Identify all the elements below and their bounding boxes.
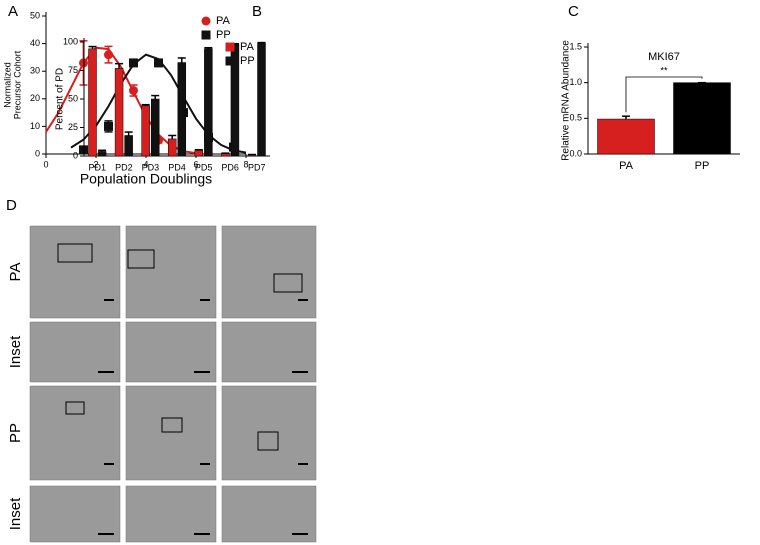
micrograph — [125, 485, 217, 543]
point — [129, 58, 138, 68]
y-tick-label: 1.5 — [569, 41, 582, 51]
micrograph — [125, 225, 217, 319]
bar — [221, 153, 230, 157]
row-label: PA — [7, 263, 24, 282]
x-tick-label: PD4 — [168, 162, 186, 172]
annotation: ** — [660, 65, 668, 75]
chart-title: MKI67 — [648, 51, 680, 63]
micrograph — [221, 385, 317, 481]
legend-marker — [225, 56, 235, 66]
micrograph — [29, 225, 121, 319]
micrograph — [221, 225, 317, 319]
bar — [257, 42, 266, 157]
x-tick-label: PP — [695, 160, 710, 172]
x-tick-label: 6 — [193, 159, 198, 169]
x-tick-label: 0 — [43, 159, 48, 169]
y-tick-label: 0 — [73, 150, 78, 160]
y-tick-label: 0.0 — [569, 148, 582, 158]
inset-box — [57, 243, 93, 263]
point — [104, 50, 113, 60]
y-tick-label: 10 — [30, 121, 40, 131]
y-tick-label: 100 — [63, 36, 78, 46]
x-axis-label: Population Doublings — [80, 171, 212, 187]
bar — [167, 138, 177, 157]
row-label: Inset — [7, 497, 24, 530]
y-tick-label: 75 — [68, 65, 78, 75]
x-tick-label: PD6 — [221, 162, 239, 172]
inset-box — [161, 417, 183, 433]
panel-label: A — [8, 3, 18, 20]
x-tick-label: PD7 — [248, 162, 266, 172]
y-tick-label: 50 — [30, 10, 40, 20]
y-axis-label: Precursor Cohort — [12, 50, 22, 119]
x-tick-label: 2 — [93, 159, 98, 169]
bar — [204, 48, 213, 157]
y-tick-label: 0 — [35, 148, 40, 158]
micrograph — [125, 385, 217, 481]
point — [154, 58, 163, 68]
bar — [97, 151, 107, 157]
inset-box — [273, 273, 303, 293]
x-tick-label: 8 — [243, 159, 248, 169]
y-tick-label: 1.0 — [569, 77, 582, 87]
y-tick-label: 30 — [30, 66, 40, 76]
inset-box — [127, 249, 155, 269]
legend-label: PA — [216, 15, 231, 27]
panel-label: B — [252, 3, 262, 20]
legend-marker — [201, 30, 211, 40]
bar — [673, 82, 731, 155]
y-tick-label: 50 — [68, 93, 78, 103]
y-axis-label: Relative mRNA Abundance — [561, 40, 572, 161]
legend-label: PP — [240, 55, 255, 67]
bar — [141, 105, 150, 157]
x-tick-label: PD1 — [89, 162, 107, 172]
y-tick-label: 25 — [68, 122, 78, 132]
bar — [177, 62, 187, 157]
panel-d-images — [29, 225, 317, 543]
y-tick-label: 20 — [30, 93, 40, 103]
legend-marker — [225, 42, 235, 52]
panel-label: D — [6, 197, 17, 214]
bar — [88, 48, 97, 157]
bar — [194, 150, 204, 157]
y-tick-label: 40 — [30, 38, 40, 48]
inset-box — [65, 401, 85, 415]
micrograph — [221, 485, 317, 543]
row-label: Inset — [7, 335, 24, 368]
legend-marker — [201, 16, 211, 26]
point — [104, 121, 113, 131]
row-label: PP — [7, 423, 24, 443]
panel-label: C — [568, 3, 579, 20]
legend-label: PP — [216, 29, 231, 41]
x-tick-label: PD2 — [115, 162, 133, 172]
y-tick-label: 0.5 — [569, 113, 582, 123]
micrograph — [29, 385, 121, 481]
bar — [150, 98, 160, 157]
x-tick-label: PD5 — [195, 162, 213, 172]
y-axis-label: Normalized — [2, 62, 12, 108]
inset-box — [257, 431, 279, 451]
bar — [114, 67, 124, 157]
y-axis-label: Percent of PD — [55, 68, 66, 130]
point — [129, 86, 138, 96]
x-tick-label: 4 — [143, 159, 148, 169]
bar — [124, 135, 133, 157]
bar — [597, 118, 655, 155]
significance-bracket — [625, 76, 703, 113]
legend-label: PA — [240, 41, 255, 53]
x-tick-label: PD3 — [142, 162, 160, 172]
micrograph — [29, 485, 121, 543]
x-tick-label: PA — [619, 160, 634, 172]
